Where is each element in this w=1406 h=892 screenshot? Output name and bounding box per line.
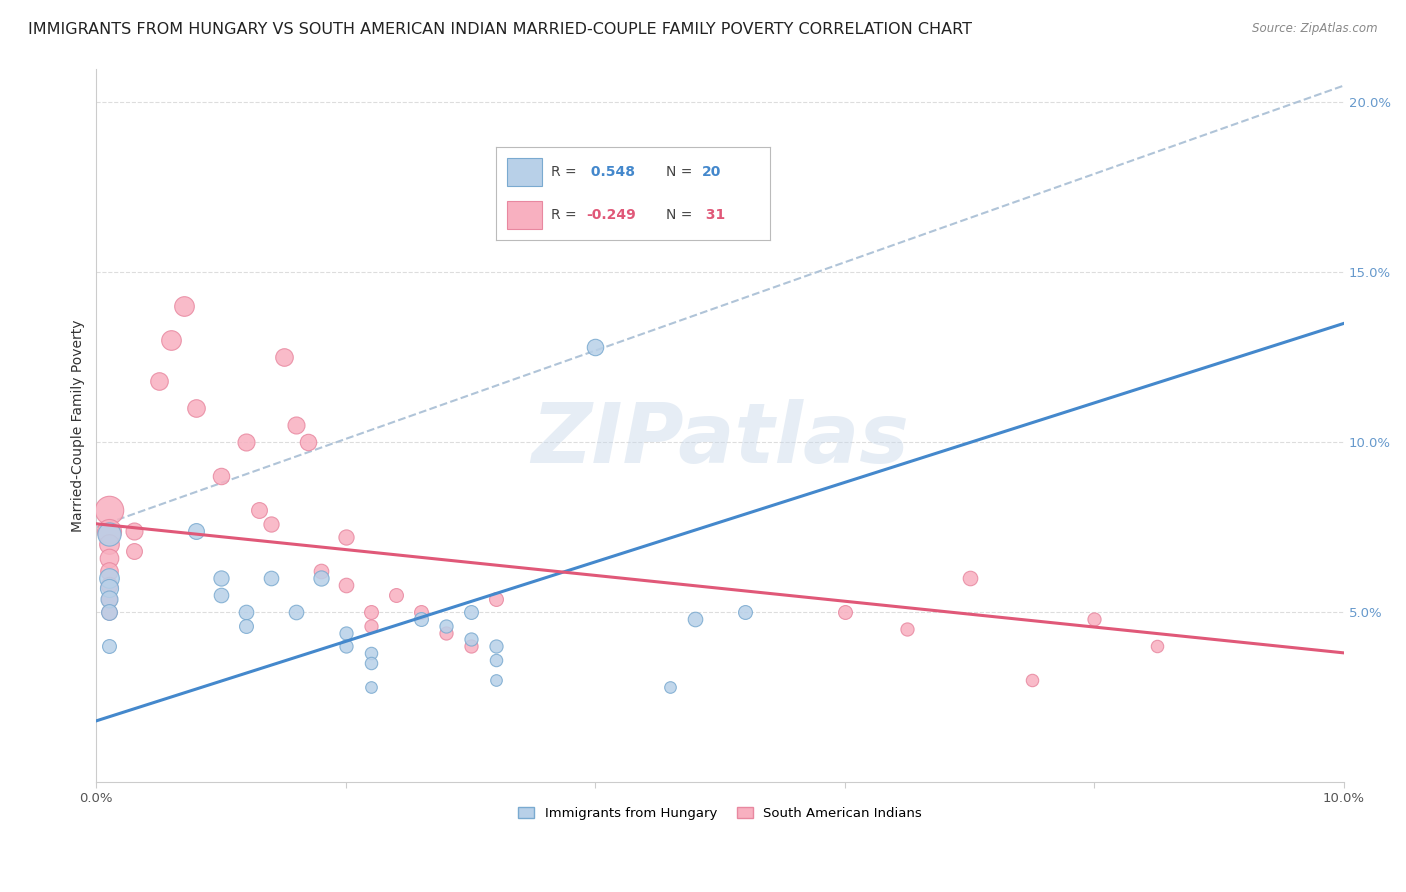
Point — [360, 646, 382, 660]
Point — [959, 571, 981, 585]
Point — [360, 680, 382, 694]
Point — [285, 605, 308, 619]
Point — [97, 550, 120, 565]
Point — [460, 632, 482, 647]
Point — [484, 673, 506, 687]
Point — [160, 334, 183, 348]
Point — [335, 625, 357, 640]
Point — [734, 605, 756, 619]
Point — [260, 571, 283, 585]
Point — [122, 524, 145, 538]
Point — [385, 588, 408, 602]
Point — [235, 618, 257, 632]
Point — [97, 582, 120, 596]
Point — [97, 527, 120, 541]
Point — [97, 503, 120, 517]
Point — [97, 591, 120, 606]
Point — [335, 530, 357, 544]
Point — [1146, 639, 1168, 653]
Point — [97, 605, 120, 619]
Point — [235, 605, 257, 619]
Point — [235, 435, 257, 450]
Point — [209, 469, 232, 483]
Point — [285, 418, 308, 433]
Point — [247, 503, 270, 517]
Point — [460, 639, 482, 653]
Point — [173, 299, 195, 313]
Point — [309, 571, 332, 585]
Point — [273, 351, 295, 365]
Point — [360, 605, 382, 619]
Point — [97, 639, 120, 653]
Point — [434, 618, 457, 632]
Point — [209, 588, 232, 602]
Point — [148, 374, 170, 388]
Point — [1021, 673, 1043, 687]
Text: Source: ZipAtlas.com: Source: ZipAtlas.com — [1253, 22, 1378, 36]
Point — [186, 524, 208, 538]
Point — [260, 516, 283, 531]
Point — [484, 639, 506, 653]
Point — [97, 571, 120, 585]
Point — [186, 401, 208, 416]
Point — [484, 591, 506, 606]
Point — [896, 622, 918, 636]
Point — [683, 612, 706, 626]
Text: IMMIGRANTS FROM HUNGARY VS SOUTH AMERICAN INDIAN MARRIED-COUPLE FAMILY POVERTY C: IMMIGRANTS FROM HUNGARY VS SOUTH AMERICA… — [28, 22, 972, 37]
Point — [460, 605, 482, 619]
Point — [209, 571, 232, 585]
Point — [409, 612, 432, 626]
Point — [734, 187, 756, 202]
Point — [335, 578, 357, 592]
Point — [434, 625, 457, 640]
Point — [1083, 612, 1105, 626]
Point — [360, 618, 382, 632]
Y-axis label: Married-Couple Family Poverty: Married-Couple Family Poverty — [72, 319, 86, 532]
Point — [834, 605, 856, 619]
Point — [97, 591, 120, 606]
Point — [297, 435, 319, 450]
Point — [122, 544, 145, 558]
Point — [309, 565, 332, 579]
Point — [583, 340, 606, 354]
Point — [97, 565, 120, 579]
Point — [97, 524, 120, 538]
Point — [335, 639, 357, 653]
Point — [659, 680, 682, 694]
Text: ZIPatlas: ZIPatlas — [531, 399, 910, 480]
Point — [409, 605, 432, 619]
Point — [97, 537, 120, 551]
Point — [360, 656, 382, 670]
Point — [97, 578, 120, 592]
Point — [97, 605, 120, 619]
Legend: Immigrants from Hungary, South American Indians: Immigrants from Hungary, South American … — [513, 801, 928, 825]
Point — [484, 653, 506, 667]
